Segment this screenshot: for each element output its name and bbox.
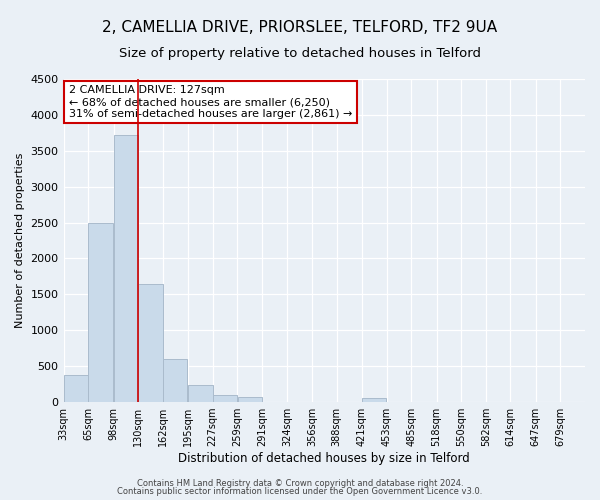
Bar bbox=[362, 398, 386, 402]
Text: 2, CAMELLIA DRIVE, PRIORSLEE, TELFORD, TF2 9UA: 2, CAMELLIA DRIVE, PRIORSLEE, TELFORD, T… bbox=[103, 20, 497, 35]
Text: Contains public sector information licensed under the Open Government Licence v3: Contains public sector information licen… bbox=[118, 487, 482, 496]
Bar bbox=[163, 359, 187, 402]
Text: Contains HM Land Registry data © Crown copyright and database right 2024.: Contains HM Land Registry data © Crown c… bbox=[137, 478, 463, 488]
Bar bbox=[213, 395, 237, 402]
Text: Size of property relative to detached houses in Telford: Size of property relative to detached ho… bbox=[119, 48, 481, 60]
Y-axis label: Number of detached properties: Number of detached properties bbox=[15, 153, 25, 328]
X-axis label: Distribution of detached houses by size in Telford: Distribution of detached houses by size … bbox=[178, 452, 470, 465]
Bar bbox=[114, 135, 138, 402]
Bar bbox=[188, 385, 212, 402]
Bar bbox=[64, 375, 88, 402]
Bar bbox=[88, 222, 113, 402]
Bar bbox=[139, 284, 163, 402]
Bar bbox=[238, 398, 262, 402]
Text: 2 CAMELLIA DRIVE: 127sqm
← 68% of detached houses are smaller (6,250)
31% of sem: 2 CAMELLIA DRIVE: 127sqm ← 68% of detach… bbox=[69, 86, 352, 118]
